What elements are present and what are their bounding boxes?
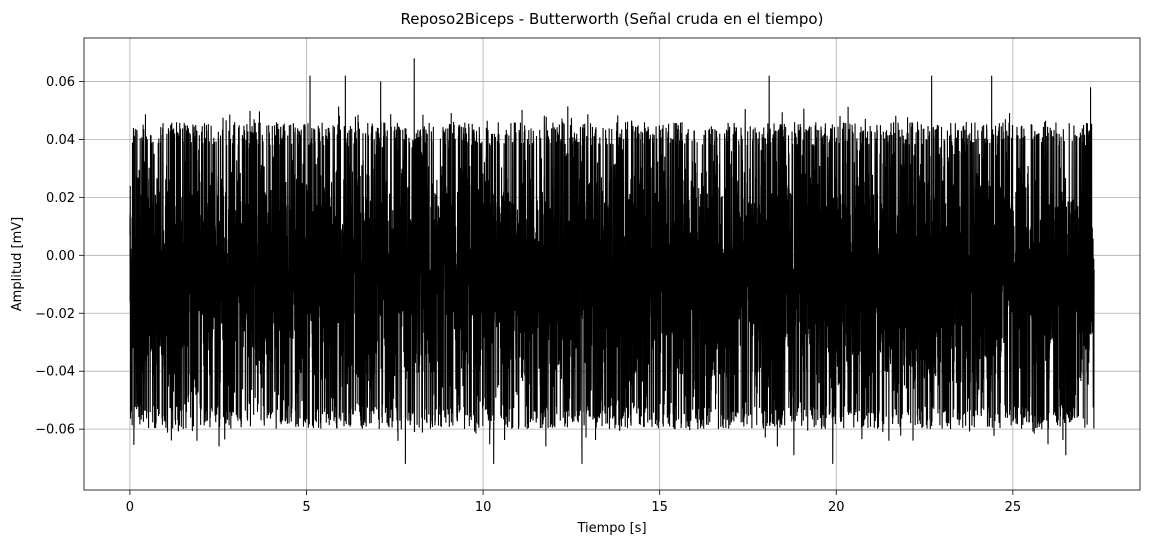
axis-ticks: 0 5 10 15 20 25 −0.06 −0.04 −0.02 0.00 0.02 0.04 0.0… [35,75,1021,515]
y-axis-label: Amplitud [mV] [10,217,25,311]
x-tick-label: 0 [126,500,134,515]
plot-frame [83,37,1141,491]
x-tick-label: 5 [302,500,310,515]
y-tick-label: 0.06 [46,75,75,90]
signal-line [129,58,1095,464]
x-tick-label: 25 [1005,500,1022,515]
signal-series-line [129,58,1095,464]
x-tick-label: 20 [828,500,845,515]
y-tick-label: −0.06 [35,423,75,438]
y-tick-label: −0.02 [35,307,75,322]
y-tick-label: −0.04 [35,365,75,380]
x-tick-label: 10 [475,500,492,515]
y-tick-label: 0.00 [46,249,75,264]
x-tick-label: 15 [651,500,668,515]
chart-title: Reposo2Biceps - Butterworth (Señal cruda… [401,10,824,28]
y-tick-label: 0.04 [46,133,75,148]
y-tick-label: 0.02 [46,191,75,206]
x-axis-label: Tiempo [s] [576,521,646,536]
